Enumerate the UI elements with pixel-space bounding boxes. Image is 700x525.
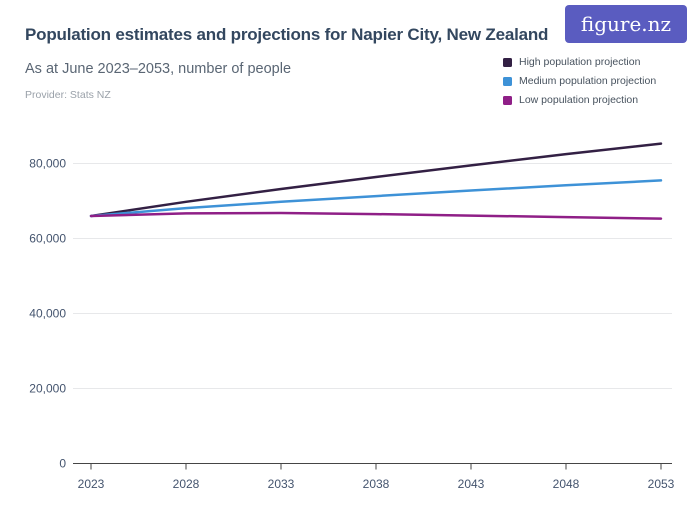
legend-label-low: Low population projection <box>519 94 639 106</box>
legend-label-medium: Medium population projection <box>519 75 657 87</box>
y-axis-tick-label: 80,000 <box>29 157 66 171</box>
x-axis-tick-label: 2033 <box>268 477 295 491</box>
series-line-high <box>89 142 663 218</box>
provider-credit: Provider: Stats NZ <box>25 89 111 101</box>
legend-swatch-medium <box>503 76 512 86</box>
legend-item-medium: Medium population projection <box>503 75 656 87</box>
y-axis-tick-label: 40,000 <box>29 307 66 321</box>
series-line-medium <box>89 179 663 218</box>
x-axis-tick-label: 2028 <box>173 477 200 491</box>
page-title: Population estimates and projections for… <box>25 25 549 44</box>
legend-label-high: High population projection <box>519 56 641 68</box>
y-axis-tick-label: 20,000 <box>29 382 66 396</box>
chart-legend: High population projection Medium popula… <box>503 56 656 106</box>
x-axis-tick-label: 2053 <box>648 477 675 491</box>
figurenz-logo[interactable]: figure.nz <box>565 5 687 43</box>
legend-swatch-high <box>503 57 512 67</box>
legend-swatch-low <box>503 95 512 105</box>
legend-item-high: High population projection <box>503 56 656 68</box>
x-axis-tick-label: 2048 <box>553 477 580 491</box>
x-axis-tick-label: 2038 <box>363 477 390 491</box>
series-line-low <box>89 211 663 220</box>
x-axis-tick-label: 2023 <box>78 477 105 491</box>
x-axis-tick-label: 2043 <box>458 477 485 491</box>
y-axis-tick-label: 60,000 <box>29 232 66 246</box>
legend-item-low: Low population projection <box>503 94 656 106</box>
y-axis-tick-label: 0 <box>59 457 66 471</box>
chart-subtitle: As at June 2023–2053, number of people <box>25 61 292 77</box>
figurenz-logo-text: figure.nz <box>580 12 672 36</box>
